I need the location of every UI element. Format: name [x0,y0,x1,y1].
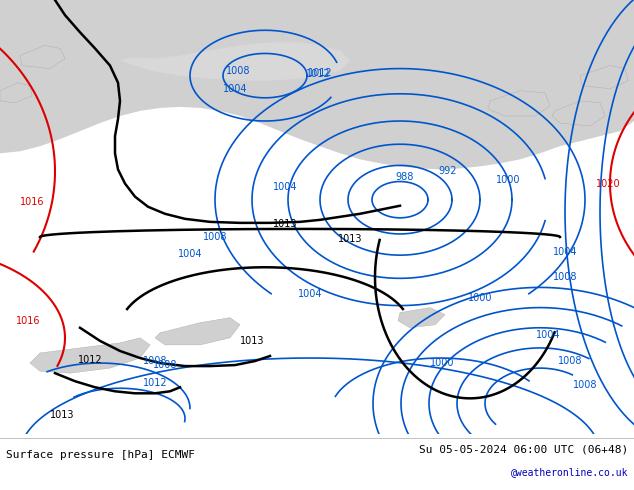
Text: 1000: 1000 [496,174,521,185]
Text: Surface pressure [hPa] ECMWF: Surface pressure [hPa] ECMWF [6,450,195,460]
Text: 1000: 1000 [468,293,492,302]
Text: 1012: 1012 [78,355,102,365]
Polygon shape [398,308,445,328]
Text: 1004: 1004 [273,182,297,192]
Text: 1013: 1013 [338,234,362,244]
Polygon shape [552,101,605,126]
Text: 1016: 1016 [16,316,40,326]
Text: 1004: 1004 [223,84,247,94]
Text: 988: 988 [396,172,414,182]
Text: 992: 992 [439,167,457,176]
Text: 1008: 1008 [203,232,227,242]
Text: 1004: 1004 [553,247,577,257]
Text: 1013: 1013 [240,336,264,346]
Text: 1004: 1004 [536,330,560,340]
Text: @weatheronline.co.uk: @weatheronline.co.uk [510,467,628,477]
Text: 1008: 1008 [153,360,178,370]
Polygon shape [0,83,32,103]
Text: 1004: 1004 [298,290,322,299]
Text: 1016: 1016 [20,196,44,207]
Text: 1004: 1004 [178,249,202,259]
Text: 1008: 1008 [553,272,577,282]
Text: 1008: 1008 [573,380,597,390]
Polygon shape [20,46,65,69]
Polygon shape [488,91,550,116]
Polygon shape [155,318,240,345]
Text: 1012: 1012 [306,69,330,78]
Text: 1013: 1013 [273,219,297,229]
Text: 1008: 1008 [558,356,582,366]
Text: 1012: 1012 [307,68,332,77]
Text: 1008: 1008 [143,356,167,366]
Text: 1012: 1012 [143,378,167,388]
Text: 1000: 1000 [430,358,454,368]
Polygon shape [30,338,150,373]
Polygon shape [0,0,634,170]
Text: 1020: 1020 [596,178,620,189]
Text: 1008: 1008 [226,66,250,75]
Text: Su 05-05-2024 06:00 UTC (06+48): Su 05-05-2024 06:00 UTC (06+48) [418,445,628,455]
Text: 1013: 1013 [49,411,74,420]
Polygon shape [580,66,628,89]
Polygon shape [120,42,350,81]
